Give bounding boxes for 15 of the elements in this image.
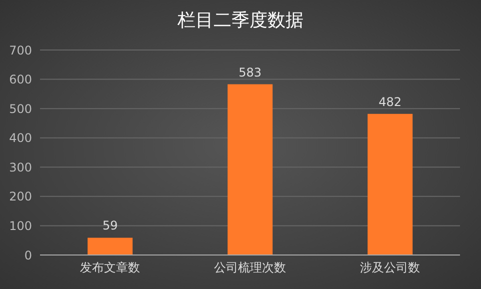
- data-label: 583: [238, 65, 262, 80]
- y-tick-label: 300: [9, 160, 32, 174]
- y-tick-label: 700: [9, 43, 32, 58]
- y-tick-label: 200: [9, 190, 32, 204]
- x-tick-label: 发布文章数: [80, 260, 140, 275]
- data-label: 482: [378, 94, 402, 109]
- x-tick-label: 涉及公司数: [360, 260, 420, 275]
- y-tick-label: 500: [9, 102, 32, 116]
- y-tick-label: 100: [9, 218, 32, 233]
- y-tick-label: 0: [24, 248, 32, 262]
- y-tick-label: 600: [9, 72, 32, 87]
- chart-title: 栏目二季度数据: [176, 9, 304, 32]
- x-tick-label: 公司梳理次数: [214, 260, 286, 275]
- data-label: 59: [102, 218, 118, 233]
- y-tick-label: 400: [9, 131, 32, 146]
